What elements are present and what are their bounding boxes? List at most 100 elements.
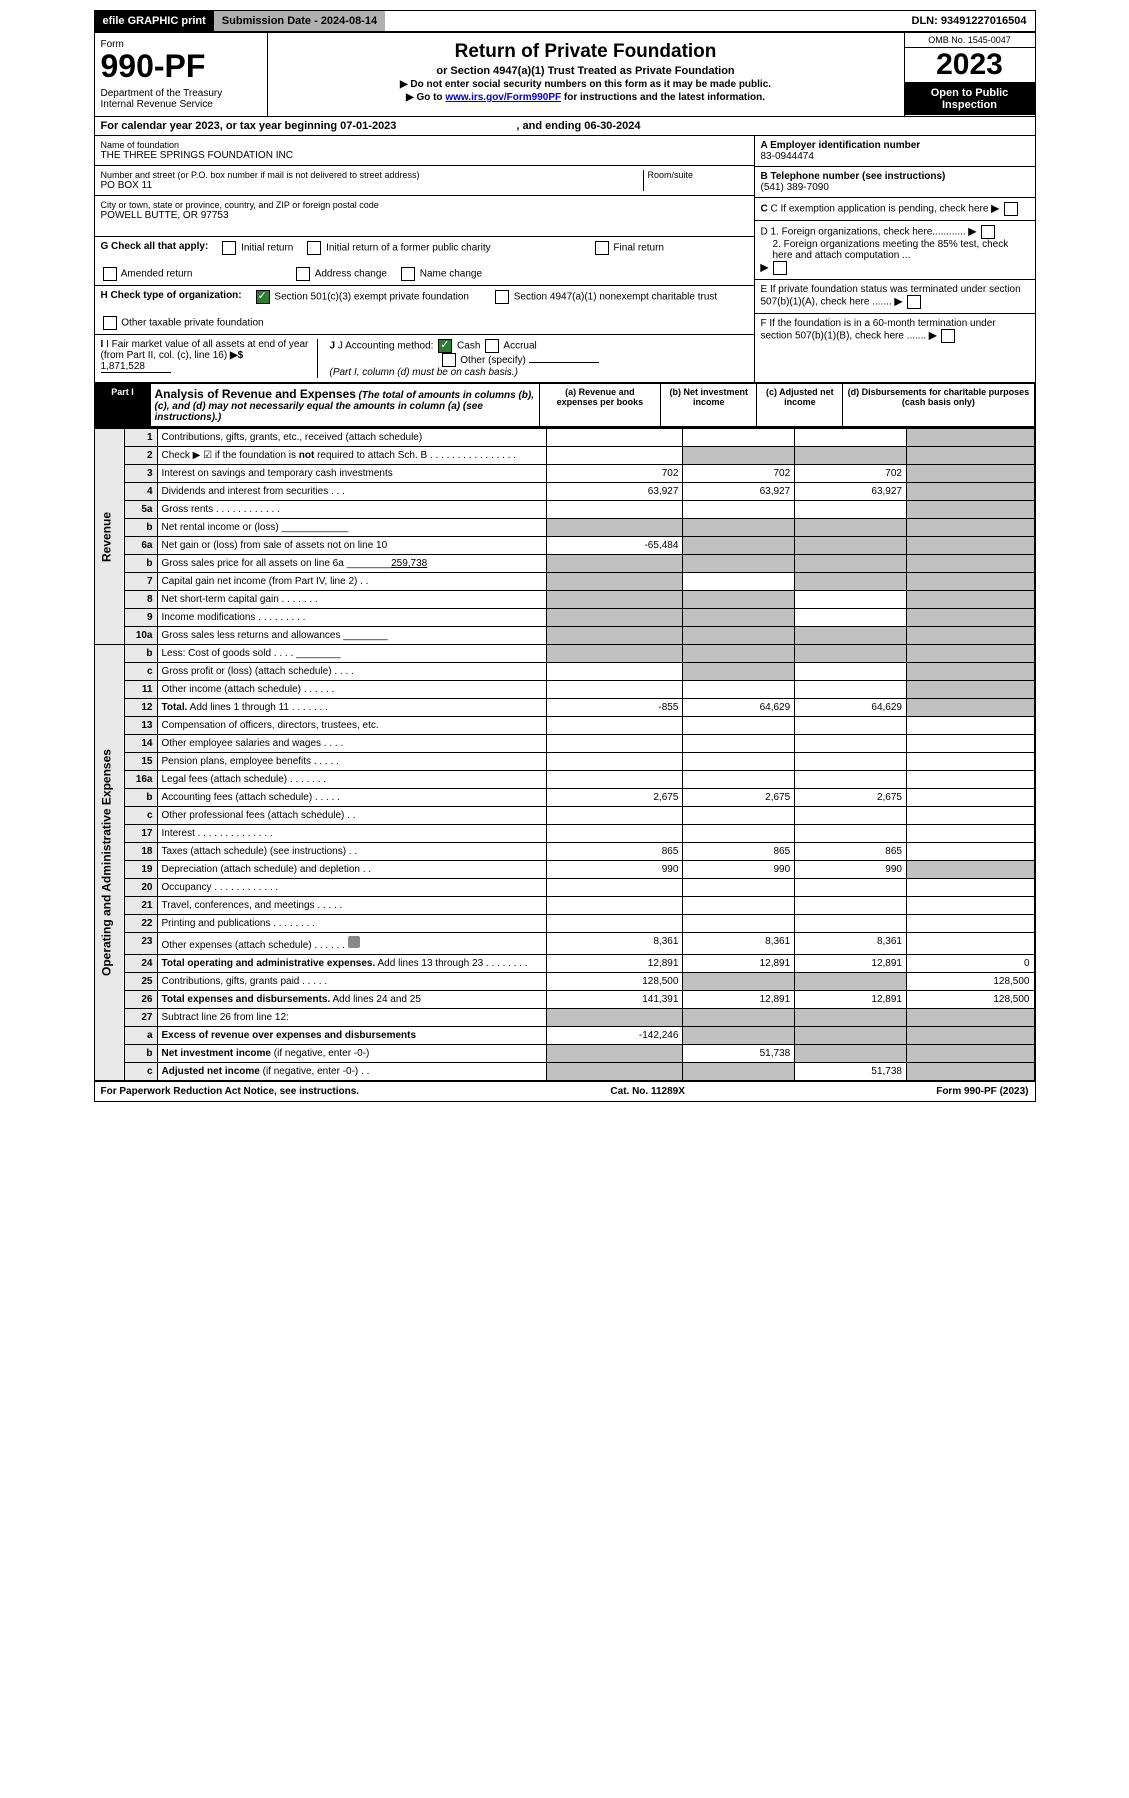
- amount-cell: [546, 591, 683, 609]
- amount-cell: [546, 825, 683, 843]
- amount-cell: [683, 627, 795, 645]
- amount-cell: 141,391: [546, 991, 683, 1009]
- line-number: 21: [124, 897, 157, 915]
- line-number: c: [124, 807, 157, 825]
- amount-cell: [906, 861, 1034, 879]
- footer: For Paperwork Reduction Act Notice, see …: [95, 1081, 1035, 1101]
- line-number: b: [124, 519, 157, 537]
- amount-cell: [546, 753, 683, 771]
- cb-addrchg[interactable]: [296, 267, 310, 281]
- amount-cell: [546, 771, 683, 789]
- j-note: (Part I, column (d) must be on cash basi…: [330, 367, 518, 378]
- amount-cell: 12,891: [546, 955, 683, 973]
- line-number: 6a: [124, 537, 157, 555]
- amount-cell: [906, 519, 1034, 537]
- table-row: 17Interest . . . . . . . . . . . . . .: [95, 825, 1034, 843]
- ssn-note: ▶ Do not enter social security numbers o…: [274, 79, 898, 90]
- amount-cell: [795, 663, 907, 681]
- g-initial: Initial return: [241, 243, 293, 254]
- col-b: (b) Net investment income: [661, 384, 757, 427]
- amount-cell: 51,738: [795, 1063, 907, 1081]
- line-desc: Income modifications . . . . . . . . .: [157, 609, 546, 627]
- line-number: 1: [124, 429, 157, 447]
- line-number: 10a: [124, 627, 157, 645]
- instructions-link[interactable]: www.irs.gov/Form990PF: [445, 92, 561, 103]
- line-desc: Net gain or (loss) from sale of assets n…: [157, 537, 546, 555]
- amount-cell: -142,246: [546, 1027, 683, 1045]
- line-number: 27: [124, 1009, 157, 1027]
- table-row: cAdjusted net income (if negative, enter…: [95, 1063, 1034, 1081]
- table-row: 6aNet gain or (loss) from sale of assets…: [95, 537, 1034, 555]
- cb-other-acct[interactable]: [442, 353, 456, 367]
- amount-cell: [906, 1027, 1034, 1045]
- ein: 83-0944474: [761, 151, 814, 162]
- line-desc: Excess of revenue over expenses and disb…: [157, 1027, 546, 1045]
- cb-cash[interactable]: [438, 339, 452, 353]
- amount-cell: 12,891: [683, 991, 795, 1009]
- revenue-label: Revenue: [95, 429, 124, 645]
- amount-cell: [683, 879, 795, 897]
- cb-final[interactable]: [595, 241, 609, 255]
- j-other: Other (specify): [460, 355, 526, 366]
- cb-4947[interactable]: [495, 290, 509, 304]
- cb-initial-return[interactable]: [222, 241, 236, 255]
- line-desc: Other expenses (attach schedule) . . . .…: [157, 933, 546, 955]
- form-subtitle: or Section 4947(a)(1) Trust Treated as P…: [274, 65, 898, 77]
- line-desc: Interest on savings and temporary cash i…: [157, 465, 546, 483]
- amount-cell: 865: [795, 843, 907, 861]
- amount-cell: [906, 645, 1034, 663]
- cb-other-tax[interactable]: [103, 316, 117, 330]
- amount-cell: [683, 1063, 795, 1081]
- amount-cell: [683, 501, 795, 519]
- table-row: cGross profit or (loss) (attach schedule…: [95, 663, 1034, 681]
- amount-cell: 64,629: [683, 699, 795, 717]
- line-desc: Gross rents . . . . . . . . . . . .: [157, 501, 546, 519]
- table-row: Revenue1Contributions, gifts, grants, et…: [95, 429, 1034, 447]
- cb-d1[interactable]: [981, 225, 995, 239]
- table-row: 7Capital gain net income (from Part IV, …: [95, 573, 1034, 591]
- city-label: City or town, state or province, country…: [101, 200, 748, 210]
- amount-cell: 64,629: [795, 699, 907, 717]
- cb-e[interactable]: [907, 295, 921, 309]
- cb-d2[interactable]: [773, 261, 787, 275]
- foundation-address: PO BOX 11: [101, 180, 153, 191]
- g-amended: Amended return: [121, 269, 193, 280]
- amount-cell: [795, 447, 907, 465]
- amount-cell: [795, 1027, 907, 1045]
- line-number: 17: [124, 825, 157, 843]
- line-g: G Check all that apply: Initial return I…: [95, 237, 754, 286]
- amount-cell: [546, 681, 683, 699]
- amount-cell: [683, 735, 795, 753]
- line-number: 12: [124, 699, 157, 717]
- amount-cell: [795, 771, 907, 789]
- part1-header: Part I Analysis of Revenue and Expenses …: [95, 382, 1035, 428]
- cb-amended[interactable]: [103, 267, 117, 281]
- amount-cell: [683, 897, 795, 915]
- cb-initial-former[interactable]: [307, 241, 321, 255]
- efile-print-label[interactable]: efile GRAPHIC print: [95, 11, 214, 31]
- cb-501c3[interactable]: [256, 290, 270, 304]
- amount-cell: [546, 1045, 683, 1063]
- table-row: 22Printing and publications . . . . . . …: [95, 915, 1034, 933]
- amount-cell: 8,361: [795, 933, 907, 955]
- line-number: 19: [124, 861, 157, 879]
- amount-cell: [906, 717, 1034, 735]
- amount-cell: 51,738: [683, 1045, 795, 1063]
- line-number: 18: [124, 843, 157, 861]
- cb-namechg[interactable]: [401, 267, 415, 281]
- amount-cell: [546, 447, 683, 465]
- line-desc: Gross sales price for all assets on line…: [157, 555, 546, 573]
- telephone: (541) 389-7090: [761, 182, 829, 193]
- room-label: Room/suite: [648, 170, 748, 180]
- line-number: 15: [124, 753, 157, 771]
- cb-f[interactable]: [941, 329, 955, 343]
- part1-label: Part I: [95, 384, 150, 427]
- cb-accrual[interactable]: [485, 339, 499, 353]
- amount-cell: [906, 537, 1034, 555]
- line-number: 11: [124, 681, 157, 699]
- amount-cell: [906, 483, 1034, 501]
- line-number: 14: [124, 735, 157, 753]
- table-row: 25Contributions, gifts, grants paid . . …: [95, 973, 1034, 991]
- cb-c[interactable]: [1004, 202, 1018, 216]
- table-row: 11Other income (attach schedule) . . . .…: [95, 681, 1034, 699]
